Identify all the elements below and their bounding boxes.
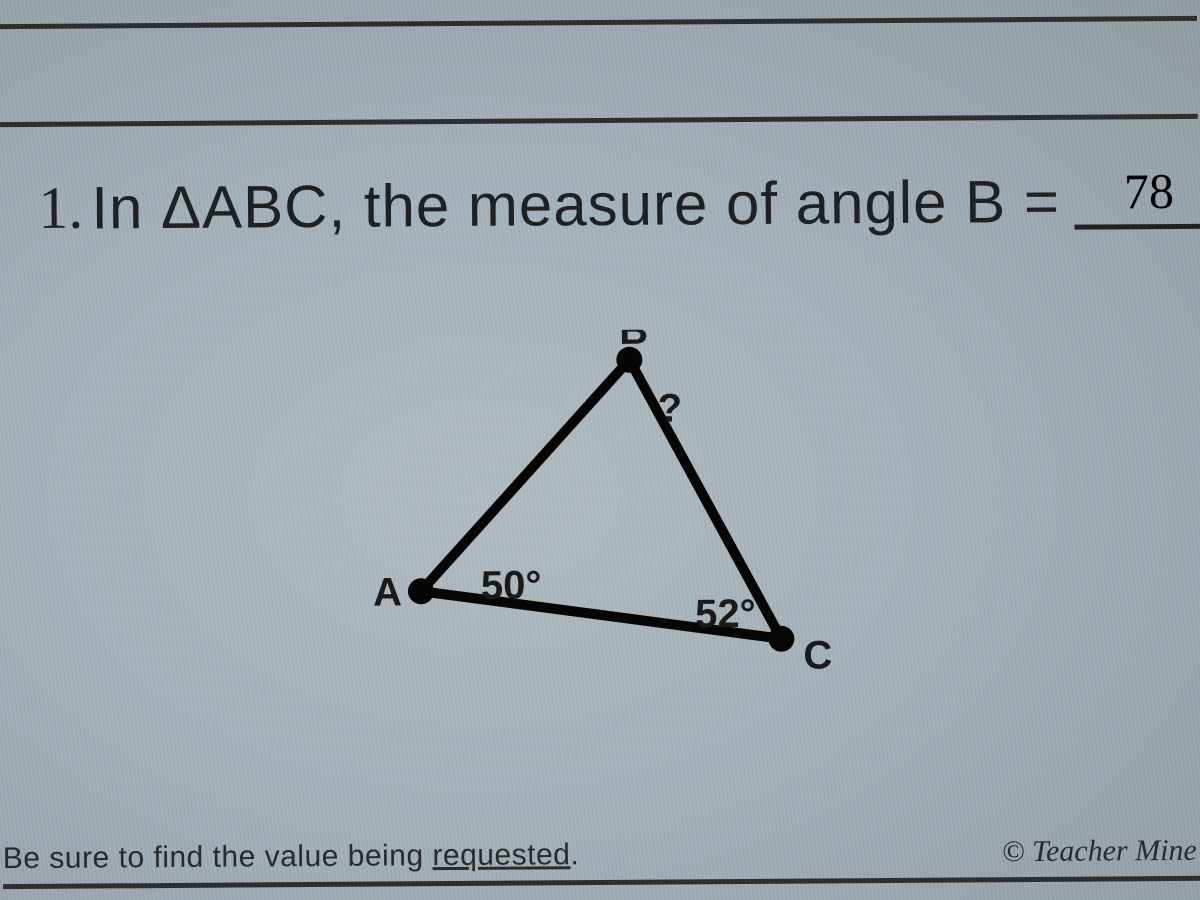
rule-bottom	[3, 876, 1200, 889]
angle-label-a: 50°	[481, 563, 542, 607]
rule-top-inner	[0, 114, 1198, 127]
worksheet-page: 1. In ΔABC, the measure of angle B = 78 …	[0, 0, 1200, 900]
triangle-figure: A B C 50°? 52°	[0, 326, 1200, 714]
angle-letter: B	[965, 168, 1006, 235]
hint-tail: .	[570, 838, 579, 871]
vertex-dot-c	[768, 626, 794, 652]
hint-underlined: requested	[432, 838, 570, 872]
hint-left: Be sure to find the value being	[3, 839, 433, 875]
q-middle: , the measure of angle	[328, 169, 947, 240]
rule-top-outer	[0, 16, 1197, 29]
vertex-dot-a	[408, 578, 434, 604]
question-line: 1. In ΔABC, the measure of angle B = 78 …	[38, 166, 1168, 243]
triangle-name: ABC	[202, 173, 329, 241]
answer-blank[interactable]: 78	[1074, 162, 1200, 230]
question-text: In ΔABC, the measure of angle B =	[91, 167, 1060, 243]
angle-label-c: 52°	[695, 592, 756, 636]
question-number: 1.	[38, 174, 83, 243]
angle-label-b: ?	[658, 386, 683, 430]
vertex-label-c: C	[803, 633, 832, 677]
footer-copyright: © Teacher Mine	[1002, 834, 1197, 869]
equals-sign: =	[1024, 168, 1061, 235]
triangle-svg: A B C 50°? 52°	[299, 328, 902, 702]
q-prefix: In	[91, 174, 144, 241]
vertex-label-a: A	[373, 570, 402, 614]
footer-hint: Be sure to find the value being requeste…	[3, 838, 580, 876]
vertex-label-b: B	[619, 328, 648, 353]
triangle-symbol: Δ	[161, 174, 203, 241]
